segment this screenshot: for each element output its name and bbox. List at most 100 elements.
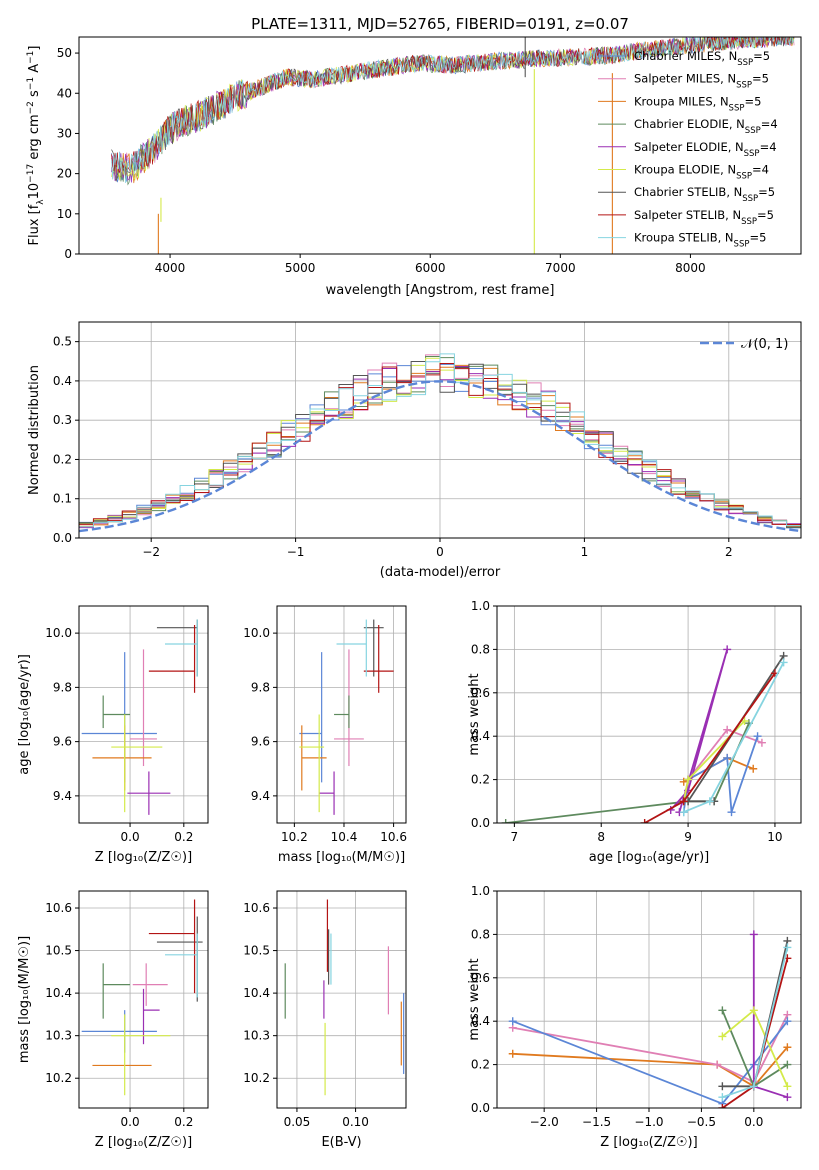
x-tick-label-1-4: 2 bbox=[725, 545, 733, 559]
x-tick-label-4-2: 9 bbox=[684, 830, 692, 844]
weight-marker-salpeter_elodie-2 bbox=[783, 1093, 792, 1102]
y-axis-label-part: A bbox=[27, 64, 42, 77]
y-axis-label-part: erg cm bbox=[27, 114, 42, 163]
plot-area-0 bbox=[111, 37, 795, 254]
x-tick-label-4-3: 10 bbox=[767, 830, 782, 844]
y-tick-label-3-0: 9.4 bbox=[251, 789, 270, 803]
y-tick-label-0-5: 50 bbox=[57, 46, 72, 60]
plot-area-5 bbox=[79, 891, 208, 1108]
y-axis-label-part: −2 bbox=[26, 101, 36, 114]
x-axis-label-6: E(B-V) bbox=[321, 1135, 361, 1150]
y-tick-label-7-1: 0.2 bbox=[471, 1058, 490, 1072]
weight-marker-kroupa_stelib-0 bbox=[779, 658, 788, 667]
y-tick-label-1-0: 0.0 bbox=[53, 531, 72, 545]
weight-marker-salpeter_stelib-0 bbox=[640, 819, 649, 823]
y-tick-label-5-4: 10.6 bbox=[45, 901, 72, 915]
y-tick-label-1-2: 0.2 bbox=[53, 452, 72, 466]
y-tick-label-6-1: 10.3 bbox=[243, 1029, 270, 1043]
y-tick-label-5-3: 10.5 bbox=[45, 944, 72, 958]
y-axis-label-7: mass weight bbox=[467, 958, 482, 1040]
legend-label-sub: SSP bbox=[734, 240, 750, 250]
y-tick-label-1-4: 0.4 bbox=[53, 374, 72, 388]
x-tick-label-2-0: 0.0 bbox=[121, 830, 140, 844]
axes-frame-5 bbox=[78, 890, 209, 1109]
legend-label-kroupa_stelib: Kroupa STELIB, NSSP=5 bbox=[634, 231, 766, 250]
figure-title: PLATE=1311, MJD=52765, FIBERID=0191, z=0… bbox=[251, 15, 629, 33]
legend-label-sub: SSP bbox=[741, 217, 757, 227]
legend-label-kroupa_elodie: Kroupa ELODIE, NSSP=4 bbox=[634, 163, 769, 182]
y-axis-label-1: Normed distribution bbox=[27, 365, 42, 495]
y-axis-label-4: mass weight bbox=[467, 673, 482, 755]
x-tick-label-3-1: 10.4 bbox=[331, 830, 358, 844]
weight-marker-chabrier_miles-2 bbox=[723, 753, 732, 762]
plot-area-7 bbox=[497, 891, 801, 1108]
x-axis-label-5: Z [log₁₀(Z/Z☉)] bbox=[95, 1135, 192, 1150]
weight-marker-kroupa_miles-0 bbox=[749, 764, 758, 773]
legend-label-tail: =5 bbox=[744, 94, 761, 108]
axes-frame-2 bbox=[78, 605, 209, 824]
weight-marker-kroupa_stelib-1 bbox=[705, 797, 714, 806]
weight-marker-kroupa_stelib-2 bbox=[679, 808, 688, 817]
y-tick-label-0-0: 0 bbox=[64, 247, 72, 261]
y-tick-label-6-2: 10.4 bbox=[243, 986, 270, 1000]
x-tick-label-0-3: 7000 bbox=[545, 261, 576, 275]
weight-marker-kroupa_elodie-1 bbox=[749, 1006, 758, 1015]
legend-label-chabrier_miles: Chabrier MILES, NSSP=5 bbox=[634, 49, 770, 68]
y-axis-label-0: Flux [fλ10−17 erg cm−2 s−1 A−1] bbox=[26, 46, 46, 246]
weight-marker-kroupa_stelib-0 bbox=[718, 1093, 727, 1102]
weight-marker-chabrier_miles-0 bbox=[508, 1017, 517, 1026]
y-axis-label-part: −1 bbox=[26, 51, 36, 64]
y-tick-label-7-0: 0.0 bbox=[471, 1101, 490, 1115]
x-tick-label-7-0: −2.0 bbox=[530, 1115, 559, 1129]
weight-marker-kroupa_stelib-2 bbox=[783, 943, 792, 952]
y-tick-label-7-2: 0.4 bbox=[471, 1014, 490, 1028]
normal-curve bbox=[79, 380, 801, 533]
x-axis-label-0: wavelength [Angstrom, rest frame] bbox=[326, 283, 555, 298]
y-axis-label-part: −17 bbox=[26, 164, 36, 183]
x-tick-label-1-3: 1 bbox=[581, 545, 589, 559]
legend-label-tail: =5 bbox=[753, 49, 770, 63]
plot-area-1 bbox=[79, 322, 801, 538]
x-tick-label-5-1: 0.2 bbox=[174, 1115, 193, 1129]
weight-line-salpeter_miles bbox=[512, 1014, 789, 1084]
x-tick-label-1-2: 0 bbox=[436, 545, 444, 559]
legend-label-chabrier_stelib: Chabrier STELIB, NSSP=5 bbox=[634, 185, 775, 204]
legend-label-sub: SSP bbox=[742, 194, 758, 204]
spectrum-line-salpeter_stelib bbox=[111, 37, 790, 176]
plot-area-6 bbox=[277, 891, 406, 1108]
legend-label-normal: 𝒩(0, 1) bbox=[741, 337, 788, 352]
y-tick-label-0-1: 10 bbox=[57, 207, 72, 221]
weight-line-chabrier_elodie bbox=[721, 1010, 788, 1088]
legend-label-sub: SSP bbox=[745, 126, 761, 136]
axes-frame-4 bbox=[496, 605, 802, 824]
y-tick-label-2-1: 9.6 bbox=[53, 735, 72, 749]
legend-label-tail: =5 bbox=[758, 185, 775, 199]
legend-label-sub: SSP bbox=[736, 81, 752, 91]
legend-label-sub: SSP bbox=[737, 58, 753, 68]
x-tick-label-2-1: 0.2 bbox=[174, 830, 193, 844]
y-tick-label-2-0: 9.4 bbox=[53, 789, 72, 803]
y-axis-label-part: s bbox=[27, 90, 42, 101]
y-tick-label-7-5: 1.0 bbox=[471, 884, 490, 898]
weight-marker-salpeter_elodie-1 bbox=[723, 645, 732, 654]
histogram-salpeter_stelib bbox=[79, 362, 801, 531]
axes-frame-6 bbox=[276, 890, 407, 1109]
y-axis-label-5: mass [log₁₀(M/M☉)] bbox=[17, 936, 32, 1063]
legend-label-kroupa_miles: Kroupa MILES, NSSP=5 bbox=[634, 94, 761, 113]
y-tick-label-7-3: 0.6 bbox=[471, 971, 490, 985]
weight-marker-chabrier_stelib-0 bbox=[718, 1082, 727, 1091]
legend-label-salpeter_stelib: Salpeter STELIB, NSSP=5 bbox=[634, 208, 774, 227]
y-tick-label-6-3: 10.5 bbox=[243, 944, 270, 958]
y-tick-label-3-2: 9.8 bbox=[251, 680, 270, 694]
y-tick-label-7-4: 0.8 bbox=[471, 927, 490, 941]
x-tick-label-7-4: 0.0 bbox=[744, 1115, 763, 1129]
weight-marker-chabrier_elodie-0 bbox=[501, 819, 510, 823]
x-tick-label-6-1: 0.10 bbox=[342, 1115, 369, 1129]
legend-label-salpeter_elodie: Salpeter ELODIE, NSSP=4 bbox=[634, 140, 777, 159]
y-axis-label-part: 10 bbox=[27, 183, 42, 200]
legend-label-tail: =4 bbox=[752, 163, 769, 177]
weight-marker-kroupa_miles-3 bbox=[783, 1043, 792, 1052]
y-tick-label-0-4: 40 bbox=[57, 86, 72, 100]
y-axis-label-part: ] bbox=[27, 46, 42, 51]
x-tick-label-1-0: −2 bbox=[142, 545, 160, 559]
